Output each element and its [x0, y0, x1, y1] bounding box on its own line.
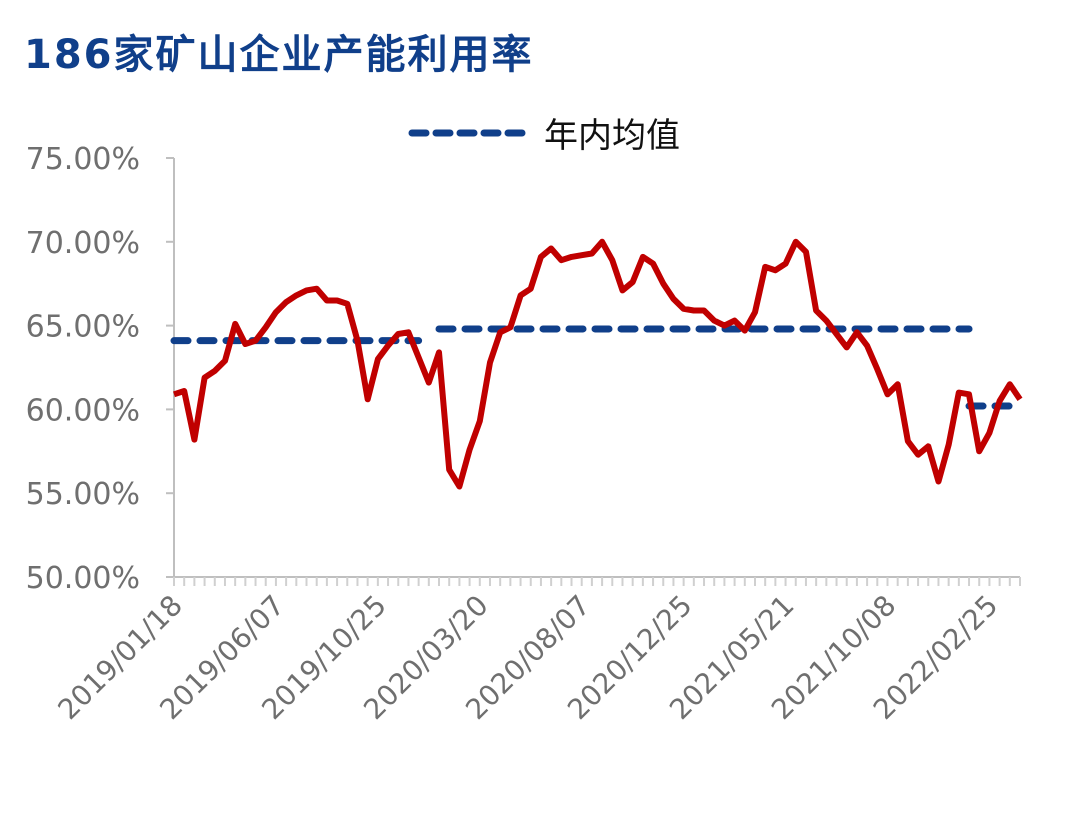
y-tick-label: 70.00% [26, 226, 140, 261]
y-tick-label: 60.00% [26, 393, 140, 428]
utilization-line [173, 238, 1023, 490]
y-tick-label: 65.00% [26, 310, 140, 345]
y-tick-label: 50.00% [26, 561, 140, 596]
dashed-line-legend-icon [408, 129, 530, 136]
legend: 年内均值 [408, 108, 680, 157]
legend-label: 年内均值 [544, 116, 680, 156]
y-tick-label: 75.00% [26, 142, 140, 177]
y-tick-label: 55.00% [26, 477, 140, 512]
chart-title: 186家矿山企业产能利用率 [24, 32, 534, 78]
